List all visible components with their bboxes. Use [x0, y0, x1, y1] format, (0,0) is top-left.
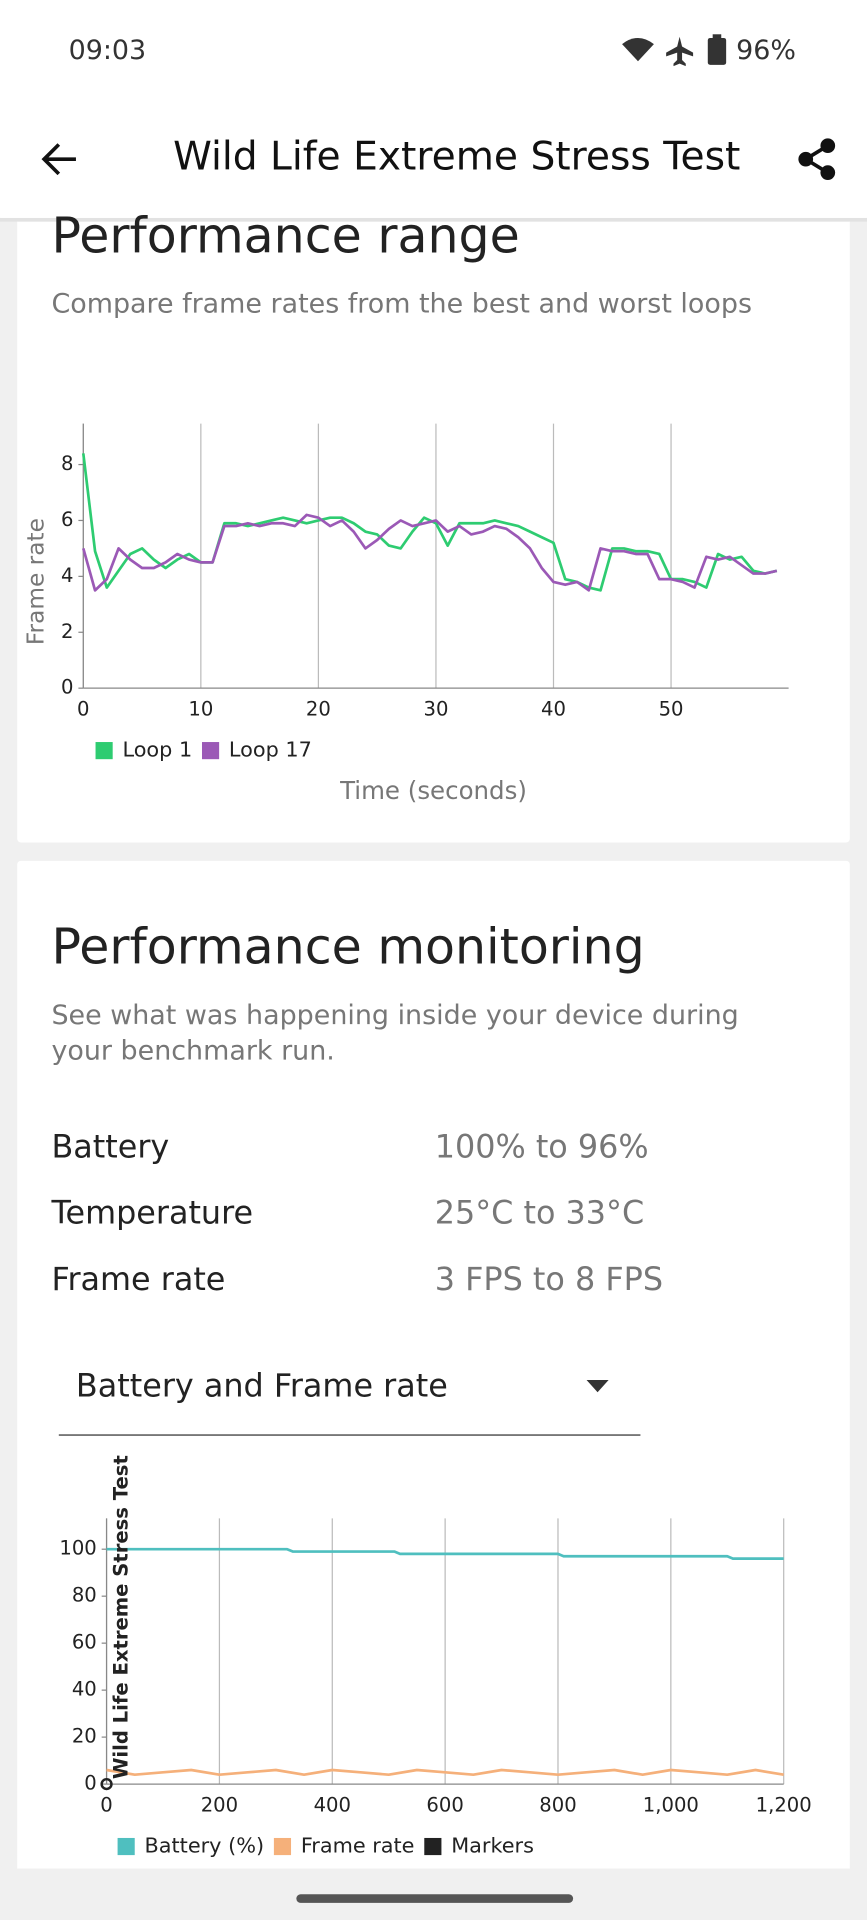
back-button[interactable]: [41, 143, 76, 176]
y-tick-label: 40: [72, 1678, 97, 1701]
y-tick-label: 80: [72, 1584, 97, 1607]
dropdown-arrow: [586, 1380, 609, 1393]
series-line: [81, 513, 778, 592]
battery-icon-tip: [712, 34, 722, 40]
x-tick-label: 30: [423, 698, 448, 721]
x-axis-label: Time (seconds): [339, 776, 527, 805]
x-tick-label: 1,000: [643, 1794, 699, 1817]
x-tick-label: 10: [188, 698, 213, 721]
x-tick-label: 0: [77, 698, 89, 721]
x-tick-label: 40: [541, 698, 566, 721]
y-tick-label: 0: [84, 1772, 96, 1795]
section-subtitle: Compare frame rates from the best and wo…: [51, 288, 752, 319]
card: [17, 183, 850, 843]
y-tick-label: 20: [72, 1725, 97, 1748]
stat-label: Frame rate: [51, 1260, 225, 1298]
legend-label: Loop 1: [122, 738, 192, 762]
status-battery: 96%: [736, 35, 796, 66]
section-description: your benchmark run.: [51, 1035, 334, 1066]
app-bar: [0, 0, 867, 218]
y-tick-label: 0: [61, 676, 73, 699]
series-line: [106, 1768, 784, 1777]
marker: [100, 1777, 113, 1791]
y-tick-label: 60: [72, 1631, 97, 1654]
app-bar-title: Wild Life Extreme Stress Test: [173, 135, 740, 180]
card: [17, 860, 850, 1890]
legend-swatch: [273, 1837, 292, 1856]
stat-label: Temperature: [50, 1194, 253, 1232]
x-tick-label: 400: [314, 1794, 351, 1817]
legend-label: Battery (%): [145, 1834, 265, 1858]
y-tick-label: 6: [61, 508, 73, 531]
airplane-icon: [666, 36, 694, 67]
section-title: Performance range: [51, 207, 519, 264]
section-description: See what was happening inside your devic…: [51, 1000, 738, 1031]
legend-label: Frame rate: [301, 1834, 415, 1858]
dropdown-value: Battery and Frame rate: [76, 1366, 448, 1404]
y-axis-label: Frame rate: [22, 518, 49, 645]
x-tick-label: 20: [306, 698, 331, 721]
legend-swatch: [201, 742, 220, 760]
marker-label: Wild Life Extreme Stress Test: [109, 1455, 132, 1779]
gesture-handle: [296, 1894, 574, 1903]
legend-swatch: [117, 1837, 135, 1856]
y-tick-label: 4: [61, 564, 73, 587]
dropdown[interactable]: Battery and Frame rate: [58, 1366, 641, 1437]
legend-swatch: [424, 1837, 442, 1856]
section-title: Performance monitoring: [51, 919, 644, 976]
battery-icon: [707, 37, 727, 65]
y-tick-label: 8: [61, 452, 73, 475]
share-button[interactable]: [798, 138, 836, 180]
stat-value: 3 FPS to 8 FPS: [435, 1260, 663, 1298]
y-tick-label: 100: [59, 1537, 96, 1560]
x-tick-label: 600: [426, 1794, 463, 1817]
app-bar-shadow: [0, 217, 867, 222]
x-tick-label: 800: [539, 1794, 576, 1817]
legend-label: Markers: [451, 1834, 534, 1858]
stat-value: 25°C to 33°C: [435, 1194, 644, 1232]
y-tick-label: 2: [61, 620, 73, 643]
stat-value: 100% to 96%: [435, 1128, 649, 1166]
x-tick-label: 200: [201, 1794, 238, 1817]
x-tick-label: 0: [100, 1794, 112, 1817]
status-time: 09:03: [69, 35, 147, 66]
legend-swatch: [95, 742, 113, 760]
x-tick-label: 50: [659, 698, 684, 721]
legend-label: Loop 17: [229, 738, 312, 762]
stat-label: Battery: [51, 1128, 169, 1166]
x-tick-label: 1,200: [756, 1794, 812, 1817]
series-line: [106, 1547, 784, 1560]
wifi-icon: [622, 37, 654, 62]
